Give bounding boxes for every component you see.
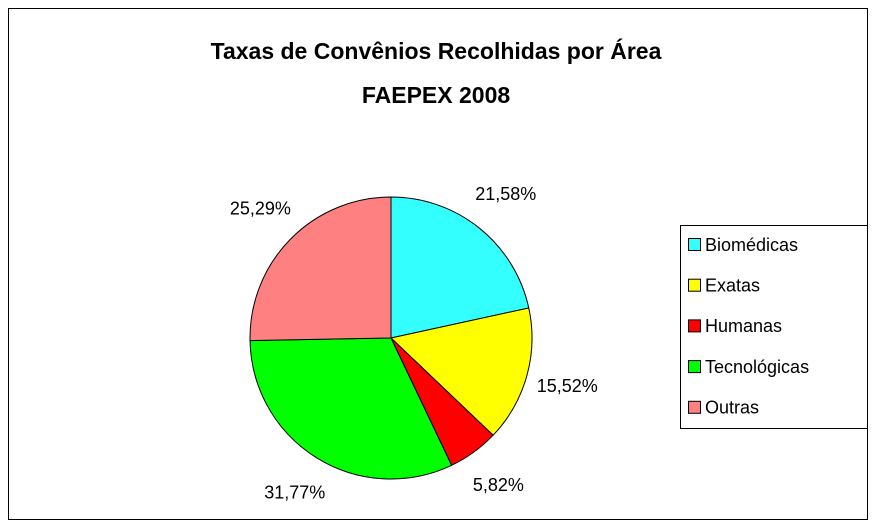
legend-swatch — [688, 400, 701, 414]
legend-swatch — [688, 319, 701, 333]
data-label: 25,29% — [230, 199, 291, 219]
data-label: 15,52% — [537, 376, 598, 396]
chart-subtitle: FAEPEX 2008 — [362, 82, 511, 108]
legend-swatch — [688, 238, 701, 251]
data-label: 31,77% — [264, 482, 325, 502]
pie-slice — [249, 337, 453, 480]
pie-slice — [389, 307, 533, 436]
pie-slice — [249, 196, 392, 342]
chart-title: Taxas de Convênios Recolhidas por Área — [211, 37, 662, 64]
legend-label: Outras — [705, 398, 759, 418]
legend-label: Tecnológicas — [705, 357, 809, 377]
data-label: 21,58% — [475, 184, 536, 204]
pie-slice — [390, 196, 530, 339]
legend-label: Humanas — [705, 316, 782, 336]
legend-box — [680, 225, 868, 429]
data-label: 5,82% — [473, 475, 524, 495]
legend-label: Biomédicas — [705, 235, 798, 255]
legend-label: Exatas — [705, 275, 760, 295]
legend-swatch — [688, 360, 701, 374]
legend-swatch — [688, 278, 701, 292]
